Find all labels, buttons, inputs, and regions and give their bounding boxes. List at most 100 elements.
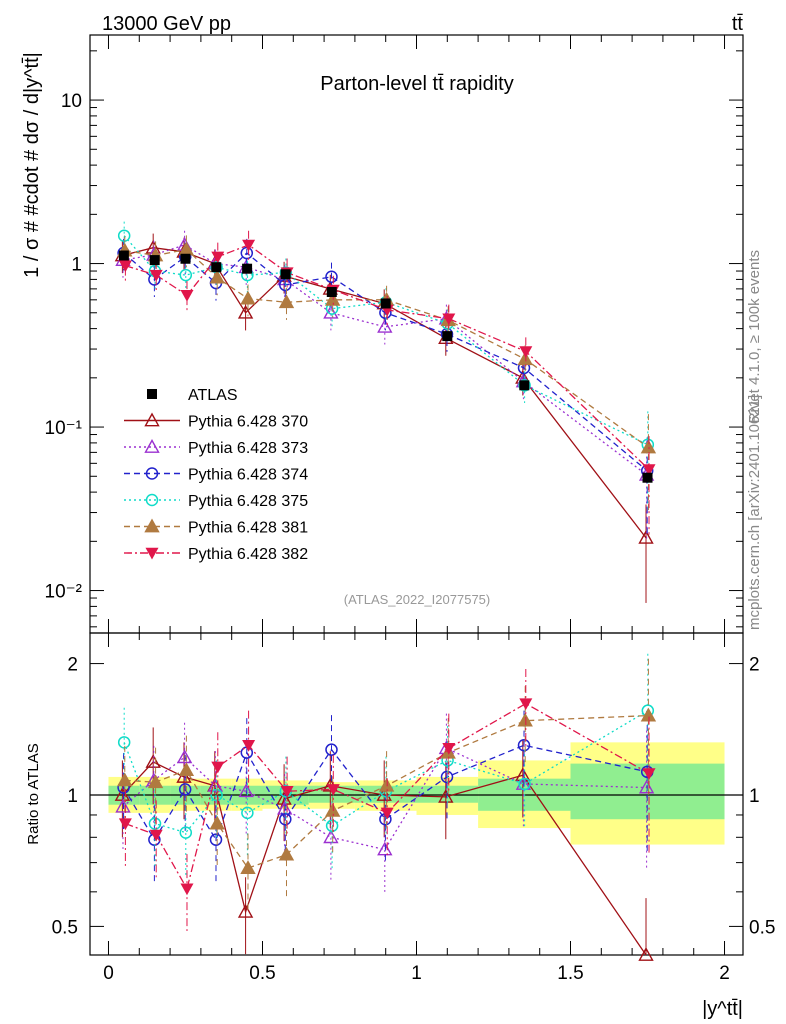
- ratio-point: [438, 788, 454, 803]
- main-ylabel: 1 / σ # #cdot # dσ / d|y^tt̄|: [21, 52, 43, 278]
- ratio-point: [638, 779, 655, 794]
- ratio-point: [241, 806, 254, 820]
- legend-entry: Pythia 6.428 374: [124, 467, 308, 484]
- ratio-point: [176, 768, 192, 783]
- series-point: [278, 294, 295, 309]
- atlas-data-point: [642, 472, 653, 483]
- ratio-ytick-label: 1: [67, 786, 78, 807]
- ratio-point: [210, 788, 223, 802]
- atlas-data-point: [242, 263, 253, 274]
- ratio-point: [325, 819, 339, 833]
- ratio-point: [238, 783, 254, 798]
- ratio-series-pythia-6-428-374: [117, 710, 654, 882]
- ratio-point: [377, 841, 393, 856]
- ratio-point: [115, 798, 131, 813]
- ratio-point: [180, 883, 194, 896]
- ratio-point: [515, 767, 531, 782]
- series-point: [279, 278, 292, 292]
- ratio-point: [117, 736, 131, 749]
- series-point: [518, 379, 531, 392]
- ratio-point: [145, 754, 161, 768]
- ratio-point: [147, 774, 164, 789]
- series-point: [179, 268, 193, 282]
- ratio-point: [642, 768, 656, 781]
- legend: ATLAS Pythia 6.428 370 Pythia 6.428 373 Pyt…: [124, 387, 308, 563]
- atlas-data-point: [326, 286, 337, 297]
- ratio-point: [178, 783, 192, 796]
- legend-label: Pythia 6.428 382: [188, 546, 308, 563]
- analysis-watermark: (ATLAS_2022_I2077575): [344, 592, 490, 607]
- ratio-point: [118, 818, 132, 831]
- atlas-data-point: [442, 331, 453, 342]
- ratio-point: [211, 761, 225, 774]
- series-point: [640, 439, 657, 454]
- ratio-point: [325, 802, 341, 817]
- legend-label: Pythia 6.428 373: [188, 440, 308, 457]
- ratio-series-line: [122, 747, 647, 851]
- ratio-point: [440, 770, 454, 784]
- ratio-point: [280, 786, 294, 798]
- ratio-panel: 0.5 0.5 1 1 2 2 0 0.5 1 1.5 2 Ratio to ATLAS |y^tt…: [25, 632, 775, 1020]
- ratio-point: [323, 829, 339, 844]
- legend-entry: Pythia 6.428 373: [124, 439, 308, 457]
- main-ytick-label: 10⁻²: [45, 582, 83, 603]
- legend-entry: Pythia 6.428 370: [124, 412, 308, 431]
- ratio-point: [117, 772, 133, 787]
- ratio-xtick-label: 2: [719, 963, 730, 984]
- series-point: [242, 239, 256, 252]
- header-process: tt̄: [732, 13, 744, 35]
- series-point: [180, 290, 194, 302]
- ratio-point: [237, 903, 254, 918]
- ratio-xtick-label: 1.5: [557, 963, 583, 984]
- ratio-ytick-label-right: 1: [749, 786, 760, 807]
- legend-label: Pythia 6.428 374: [188, 467, 308, 484]
- atlas-data-point: [118, 250, 129, 261]
- ratio-point: [326, 784, 340, 796]
- main-ytick-label: 10: [61, 91, 82, 112]
- ratio-point: [517, 712, 533, 727]
- series-point: [211, 251, 225, 264]
- mcplots-credit-label: mcplots.cern.ch [arXiv:2401.10621]: [746, 395, 763, 630]
- ratio-point: [638, 947, 654, 961]
- ratio-point: [207, 777, 224, 792]
- legend-marker: [147, 389, 157, 399]
- legend-entry: Pythia 6.428 382: [124, 546, 308, 563]
- atlas-data-point: [149, 255, 160, 266]
- ratio-point: [442, 742, 456, 755]
- legend-marker: [145, 467, 159, 480]
- ratio-xtick-label: 1: [411, 963, 422, 984]
- legend-marker: [144, 439, 160, 453]
- ratio-point: [278, 846, 295, 861]
- ratio-point: [519, 698, 533, 711]
- legend-label: Pythia 6.428 381: [188, 520, 308, 537]
- series-point: [149, 269, 163, 282]
- atlas-data-point: [211, 262, 222, 273]
- ratio-point: [325, 743, 338, 756]
- series-point: [240, 290, 256, 305]
- ratio-ytick-label: 0.5: [52, 917, 78, 938]
- legend-entry: Pythia 6.428 375: [124, 493, 308, 510]
- series-point: [442, 313, 456, 326]
- series-point: [638, 529, 654, 544]
- series-point: [325, 291, 341, 306]
- series-point: [642, 464, 656, 477]
- ratio-ytick-label-right: 2: [749, 655, 760, 676]
- legend-label: Pythia 6.428 370: [188, 414, 308, 431]
- ratio-point: [518, 777, 531, 791]
- ratio-ytick-label-right: 0.5: [749, 917, 775, 938]
- ratio-point: [148, 817, 162, 830]
- ratio-xtick-label: 0: [103, 963, 114, 984]
- series-point: [377, 318, 393, 333]
- series-point: [117, 229, 131, 242]
- header-energy: 13000 GeV pp: [102, 13, 231, 35]
- series-point: [517, 351, 533, 366]
- ratio-point: [640, 707, 657, 722]
- ratio-ytick-label: 2: [67, 655, 78, 676]
- ratio-point: [176, 749, 193, 764]
- ratio-point: [209, 815, 225, 830]
- legend-marker: [145, 493, 159, 507]
- series-point: [325, 270, 338, 284]
- ratio-xtick-label: 0.5: [249, 963, 275, 984]
- x-axis-label: |y^tt̄|: [702, 998, 743, 1020]
